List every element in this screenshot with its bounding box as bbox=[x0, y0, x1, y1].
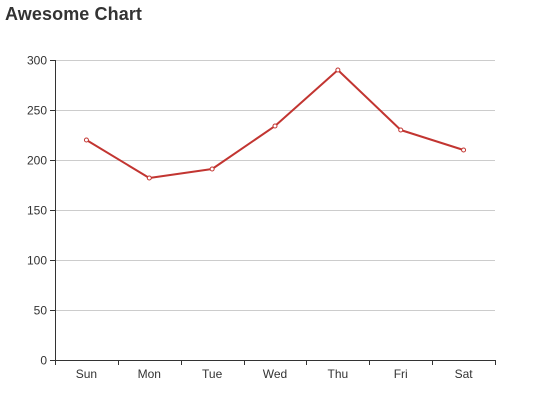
series-layer bbox=[83, 67, 467, 181]
axis-layer bbox=[50, 60, 496, 365]
x-tick-label: Mon bbox=[138, 367, 161, 381]
data-point[interactable] bbox=[398, 127, 404, 133]
x-tick-label: Fri bbox=[394, 367, 408, 381]
x-tick-labels: Sun Mon Tue Wed Thu Fri Sat bbox=[76, 367, 473, 381]
y-tick-label: 0 bbox=[40, 354, 47, 368]
x-tick-label: Wed bbox=[263, 367, 287, 381]
data-point[interactable] bbox=[461, 147, 467, 153]
y-tick-label: 100 bbox=[27, 254, 47, 268]
y-tick-labels: 0 50 100 150 200 250 300 bbox=[27, 54, 47, 368]
data-point[interactable] bbox=[335, 67, 341, 73]
data-point[interactable] bbox=[209, 166, 215, 172]
y-tick-label: 250 bbox=[27, 104, 47, 118]
y-tick-label: 150 bbox=[27, 204, 47, 218]
data-point[interactable] bbox=[83, 137, 89, 143]
grid-layer bbox=[55, 60, 495, 311]
y-tick-label: 50 bbox=[34, 304, 48, 318]
y-tick-label: 300 bbox=[27, 54, 47, 68]
x-tick-label: Sat bbox=[455, 367, 474, 381]
chart-title: Awesome Chart bbox=[5, 4, 143, 24]
data-point[interactable] bbox=[272, 123, 278, 129]
data-point[interactable] bbox=[146, 175, 152, 181]
y-tick-label: 200 bbox=[27, 154, 47, 168]
x-tick-label: Sun bbox=[76, 367, 97, 381]
x-tick-label: Tue bbox=[202, 367, 223, 381]
x-tick-label: Thu bbox=[328, 367, 349, 381]
